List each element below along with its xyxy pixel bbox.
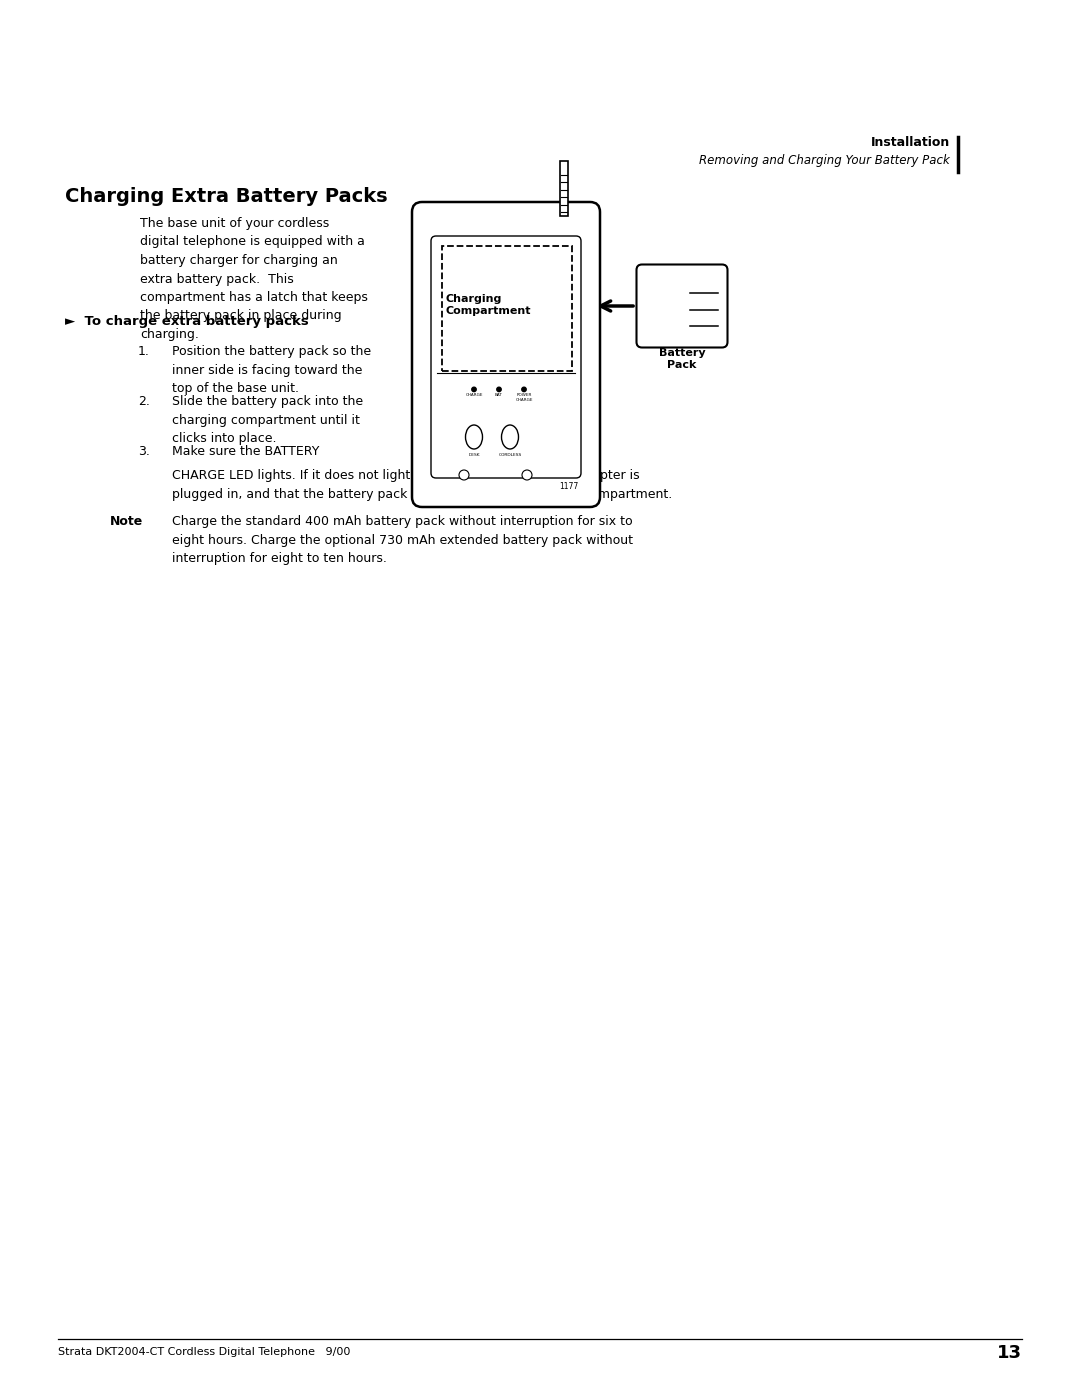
Text: 1.: 1. [138,345,150,358]
Text: 1177: 1177 [558,482,578,490]
Text: 2.: 2. [138,395,150,408]
Text: Strata DKT2004-CT Cordless Digital Telephone   9/00: Strata DKT2004-CT Cordless Digital Telep… [58,1347,350,1356]
Text: Battery
Pack: Battery Pack [659,348,705,370]
Text: The base unit of your cordless
digital telephone is equipped with a
battery char: The base unit of your cordless digital t… [140,217,368,341]
Ellipse shape [465,425,483,448]
FancyBboxPatch shape [431,236,581,478]
Text: Position the battery pack so the
inner side is facing toward the
top of the base: Position the battery pack so the inner s… [172,345,372,395]
Text: CHARGE: CHARGE [465,394,483,397]
Text: BAT: BAT [495,394,503,397]
Circle shape [522,387,526,391]
Text: Charging Extra Battery Packs: Charging Extra Battery Packs [65,187,388,205]
Text: Note: Note [110,515,144,528]
Circle shape [472,387,476,391]
Text: Charging
Compartment: Charging Compartment [445,293,530,316]
Ellipse shape [501,425,518,448]
Bar [559,161,568,217]
Text: Make sure the BATTERY: Make sure the BATTERY [172,446,320,458]
Text: 13: 13 [997,1344,1022,1362]
Text: Removing and Charging Your Battery Pack: Removing and Charging Your Battery Pack [699,154,950,168]
Bar [442,246,572,372]
Text: ►  To charge extra battery packs: ► To charge extra battery packs [65,314,309,328]
Circle shape [459,469,469,481]
Text: POWER
CHARGE: POWER CHARGE [515,394,532,402]
Text: 3.: 3. [138,446,150,458]
Text: CORDLESS: CORDLESS [498,453,522,457]
FancyBboxPatch shape [636,264,728,348]
Circle shape [522,469,532,481]
Text: CHARGE LED lights. If it does not light, check to see that the AC adapter is
plu: CHARGE LED lights. If it does not light,… [172,469,672,500]
Text: Installation: Installation [870,136,950,149]
Text: Slide the battery pack into the
charging compartment until it
clicks into place.: Slide the battery pack into the charging… [172,395,363,446]
Text: DESK: DESK [469,453,480,457]
FancyBboxPatch shape [411,203,600,507]
Text: Charge the standard 400 mAh battery pack without interruption for six to
eight h: Charge the standard 400 mAh battery pack… [172,515,633,564]
Circle shape [497,387,501,391]
